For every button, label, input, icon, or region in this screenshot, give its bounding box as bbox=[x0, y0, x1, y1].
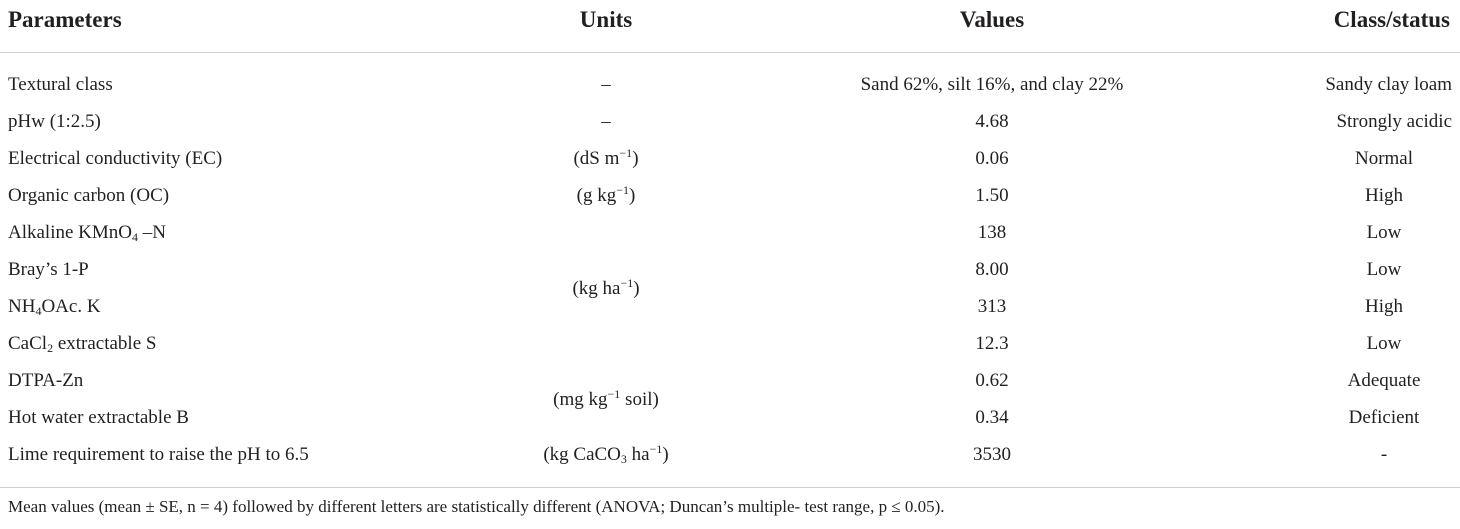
cell-status: Low bbox=[1366, 333, 1402, 354]
header-class-status: Class/status bbox=[1333, 7, 1450, 32]
header-units: Units bbox=[579, 7, 633, 32]
table-footnote: Mean values (mean ± SE, n = 4) followed … bbox=[8, 497, 945, 516]
cell-value: 3530 bbox=[973, 444, 1011, 465]
table-row: Bray’s 1-P 8.00 Low bbox=[0, 251, 1460, 288]
cell-units: (kg CaCO3 ha−1) bbox=[543, 442, 669, 466]
cell-value: 12.3 bbox=[975, 333, 1009, 354]
cell-value: 313 bbox=[977, 296, 1007, 317]
cell-parameter: Alkaline KMnO4 –N bbox=[8, 222, 166, 244]
table-row: Alkaline KMnO4 –N 138 Low bbox=[0, 214, 1460, 251]
table-row: NH4OAc. K 313 High bbox=[0, 288, 1460, 325]
cell-parameter: Lime requirement to raise the pH to 6.5 bbox=[8, 444, 309, 465]
header-rule bbox=[0, 52, 1460, 53]
cell-status: High bbox=[1365, 185, 1403, 206]
cell-value: 138 bbox=[977, 222, 1007, 243]
cell-units: – bbox=[601, 74, 611, 95]
cell-status: Sandy clay loam bbox=[1325, 74, 1452, 95]
cell-parameter: DTPA-Zn bbox=[8, 370, 84, 391]
cell-parameter: NH4OAc. K bbox=[8, 296, 101, 318]
table-row: pHw (1:2.5) 4.68 Strongly acidic bbox=[0, 103, 1460, 140]
cell-status: - bbox=[1380, 444, 1388, 465]
cell-parameter: pHw (1:2.5) bbox=[8, 111, 101, 132]
table-row: CaCl2 extractable S 12.3 Low bbox=[0, 325, 1460, 362]
cell-status: Strongly acidic bbox=[1336, 111, 1452, 132]
cell-units: (dS m−1) bbox=[573, 146, 639, 169]
cell-units: – bbox=[601, 111, 611, 132]
cell-parameter: Organic carbon (OC) bbox=[8, 185, 170, 206]
cell-value: 0.62 bbox=[975, 370, 1009, 391]
cell-status: Adequate bbox=[1347, 370, 1421, 391]
cell-parameter: CaCl2 extractable S bbox=[8, 333, 157, 355]
cell-parameter: Hot water extractable B bbox=[8, 407, 189, 428]
table-row: Textural class Sand 62%, silt 16%, and c… bbox=[0, 66, 1460, 103]
cell-value: 8.00 bbox=[975, 259, 1009, 280]
cell-value: Sand 62%, silt 16%, and clay 22% bbox=[860, 74, 1124, 95]
cell-units: (kg ha−1) bbox=[572, 276, 640, 299]
cell-parameter: Bray’s 1-P bbox=[8, 259, 89, 280]
cell-value: 0.34 bbox=[975, 407, 1009, 428]
header-parameters: Parameters bbox=[8, 7, 122, 32]
cell-parameter: Textural class bbox=[8, 74, 113, 95]
table-row: Lime requirement to raise the pH to 6.5 … bbox=[0, 436, 1460, 473]
cell-status: Normal bbox=[1354, 148, 1414, 169]
cell-value: 1.50 bbox=[975, 185, 1009, 206]
cell-status: High bbox=[1365, 296, 1403, 317]
cell-status: Low bbox=[1366, 222, 1402, 243]
table-row: Organic carbon (OC) 1.50 High bbox=[0, 177, 1460, 214]
cell-value: 4.68 bbox=[975, 111, 1009, 132]
cell-units: (g kg−1) bbox=[576, 183, 636, 206]
cell-units: (mg kg−1 soil) bbox=[553, 387, 659, 410]
cell-parameter: Electrical conductivity (EC) bbox=[8, 148, 223, 169]
cell-value: 0.06 bbox=[975, 148, 1009, 169]
table-row: Electrical conductivity (EC) 0.06 Normal bbox=[0, 140, 1460, 177]
footer-rule bbox=[0, 487, 1460, 488]
table-row: DTPA-Zn 0.62 Adequate bbox=[0, 362, 1460, 399]
header-values: Values bbox=[959, 7, 1025, 32]
cell-status: Deficient bbox=[1348, 407, 1420, 428]
table-row: Hot water extractable B 0.34 Deficient bbox=[0, 399, 1460, 436]
cell-status: Low bbox=[1366, 259, 1402, 280]
